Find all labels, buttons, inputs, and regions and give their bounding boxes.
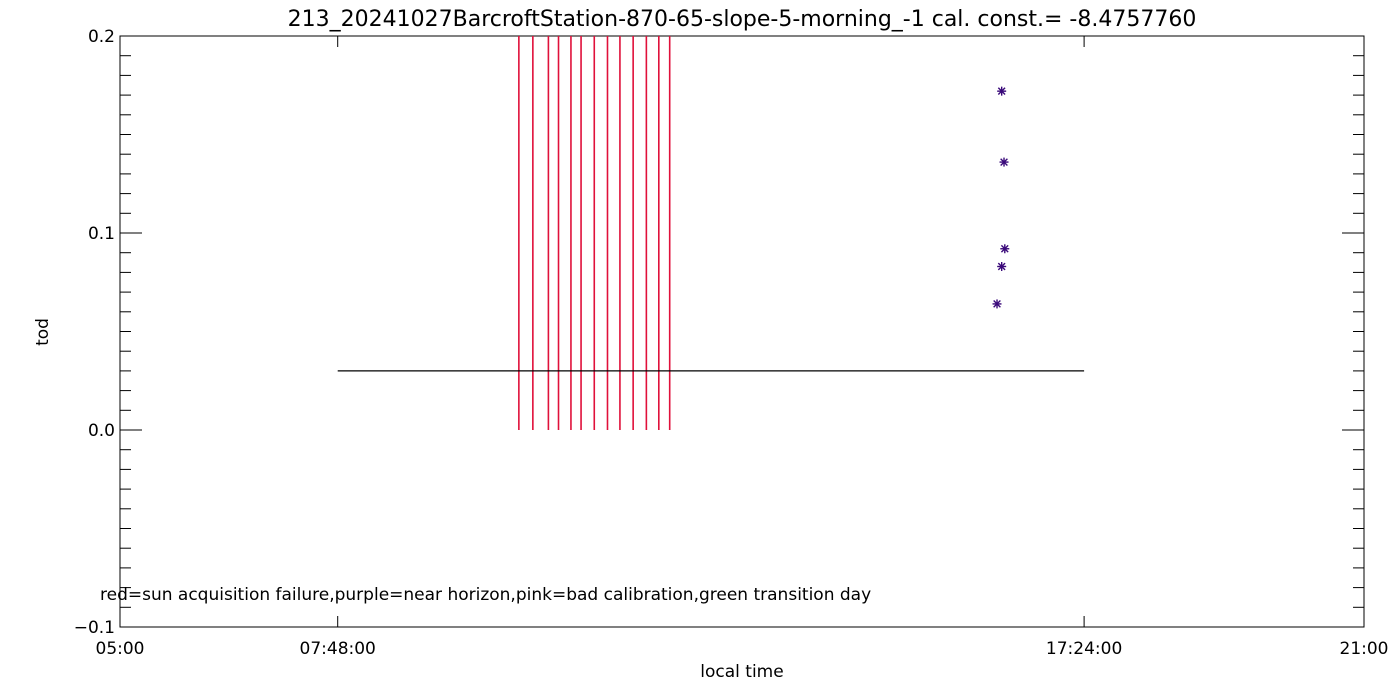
near-horizon-point bbox=[997, 86, 1007, 96]
plot-frame bbox=[119, 35, 1365, 628]
x-tick-label: 05:00 bbox=[96, 639, 145, 659]
legend-note: red=sun acquisition failure,purple=near … bbox=[100, 585, 871, 605]
chart-title: 213_20241027BarcroftStation-870-65-slope… bbox=[288, 7, 1197, 32]
y-tick-label: 0.1 bbox=[88, 224, 115, 244]
x-tick-label: 17:24:00 bbox=[1046, 639, 1122, 659]
y-tick-label: 0.2 bbox=[88, 27, 115, 47]
near-horizon-point bbox=[999, 157, 1009, 167]
near-horizon-point bbox=[997, 261, 1007, 271]
y-axis-label: tod bbox=[33, 318, 53, 346]
x-tick-label: 21:00 bbox=[1340, 639, 1389, 659]
near-horizon-point bbox=[1000, 244, 1010, 254]
x-axis-label: local time bbox=[700, 662, 783, 682]
near-horizon-point bbox=[992, 299, 1002, 309]
x-tick-label: 07:48:00 bbox=[300, 639, 376, 659]
y-tick-label: 0.0 bbox=[88, 421, 115, 441]
y-tick-label: −0.1 bbox=[74, 618, 115, 638]
